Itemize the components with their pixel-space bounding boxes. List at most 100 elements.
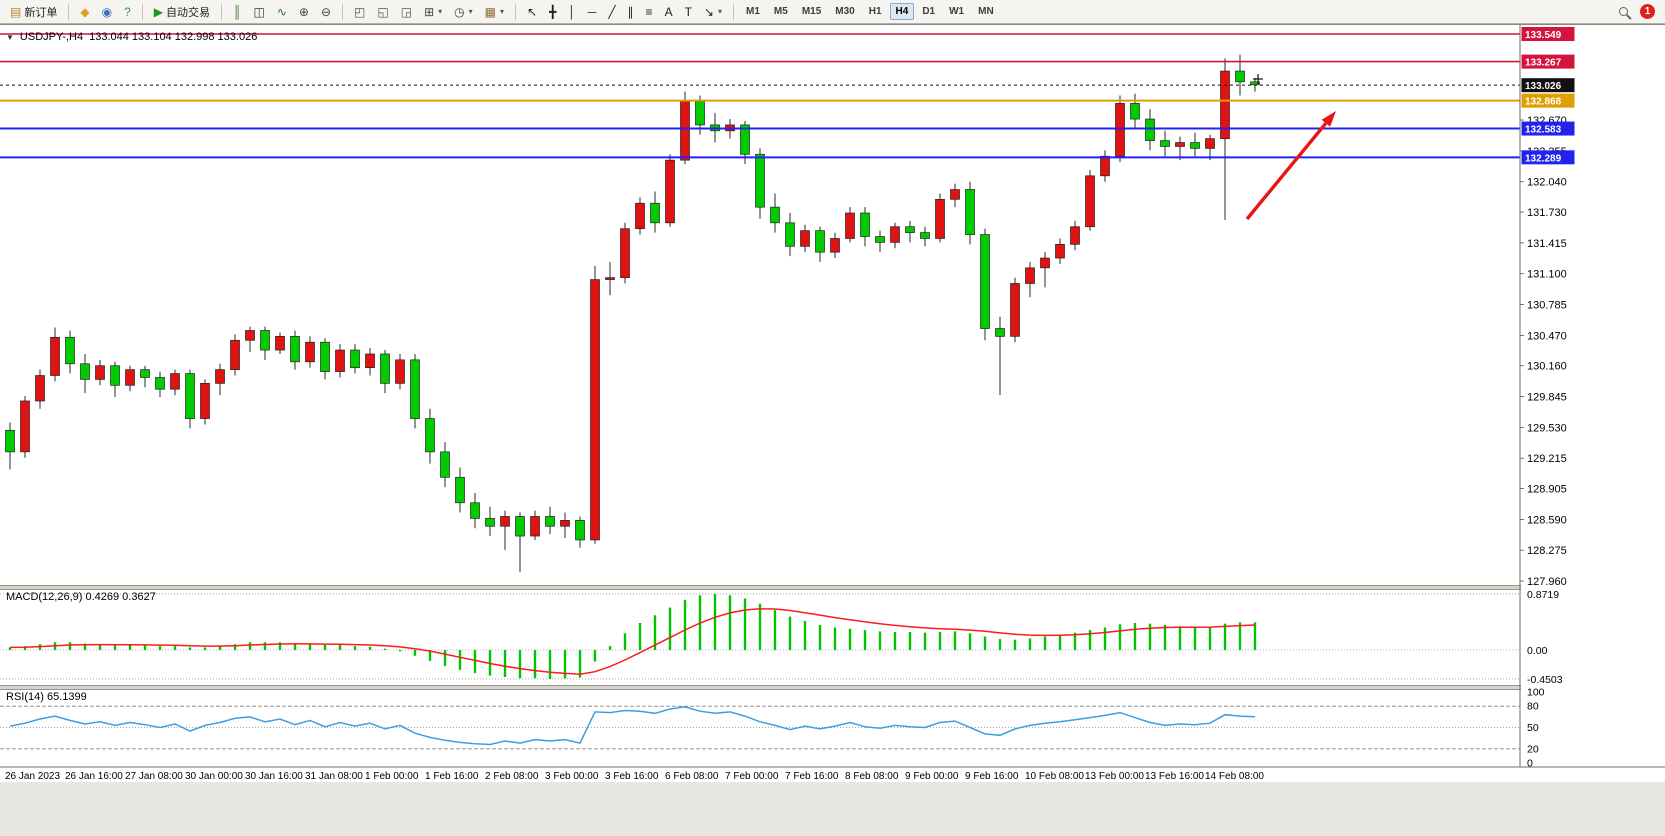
horizontal-line-icon: ─ bbox=[587, 4, 597, 19]
tile-windows-button[interactable]: ◰ bbox=[349, 3, 370, 21]
candle-body bbox=[65, 336, 75, 365]
candle-body bbox=[110, 365, 120, 386]
price-tick-label: 129.215 bbox=[1527, 453, 1567, 465]
bar-chart-button[interactable]: ║ bbox=[228, 3, 247, 21]
candle-body bbox=[425, 418, 435, 453]
autotrading-button[interactable]: ▶ 自动交易 bbox=[149, 1, 215, 23]
search-button[interactable] bbox=[1614, 3, 1632, 21]
price-axis[interactable] bbox=[1521, 25, 1665, 767]
candle-body bbox=[35, 375, 45, 402]
dropdown-caret-icon: ▾ bbox=[438, 7, 443, 16]
time-axis-label: 27 Jan 08:00 bbox=[125, 771, 183, 782]
cursor-button[interactable]: ↖ bbox=[522, 3, 542, 21]
candle-body bbox=[170, 373, 180, 390]
candle-body bbox=[515, 516, 525, 537]
new-chart-button[interactable]: ⊞ ▾ bbox=[419, 3, 447, 21]
chart-header: ▼ USDJPY-,H4 133.044 133.104 132.998 133… bbox=[6, 31, 257, 43]
toolbar-separator bbox=[68, 3, 70, 20]
rsi-axis-label: 0 bbox=[1527, 758, 1533, 770]
price-chart-canvas[interactable]: 132.670132.355132.040131.730131.415131.1… bbox=[0, 25, 1665, 783]
toolbar-separator bbox=[220, 3, 222, 20]
level-price-box bbox=[1521, 54, 1575, 69]
chart-collapse-icon[interactable]: ▼ bbox=[6, 32, 14, 42]
vertical-line-button[interactable]: │ bbox=[563, 3, 581, 21]
macd-signal-line bbox=[9, 608, 1256, 676]
timeframe-h4-button[interactable]: H4 bbox=[889, 3, 915, 20]
zoom-out-icon: ⊖ bbox=[320, 4, 332, 19]
timeframe-h1-label: H1 bbox=[868, 6, 882, 17]
time-axis-label: 26 Jan 16:00 bbox=[65, 771, 123, 782]
cascade-windows-button[interactable]: ◱ bbox=[372, 3, 393, 21]
timeframe-m30-button[interactable]: M30 bbox=[829, 3, 860, 20]
timeframe-m5-label: M5 bbox=[773, 6, 788, 17]
candle-body bbox=[830, 238, 840, 253]
channel-button[interactable]: ∥ bbox=[623, 3, 639, 21]
time-axis-label: 1 Feb 00:00 bbox=[365, 771, 419, 782]
period-clock-button[interactable]: ◷ ▾ bbox=[449, 3, 478, 21]
fibonacci-button[interactable]: ≡ bbox=[641, 3, 658, 21]
dropdown-caret-icon: ▾ bbox=[717, 7, 722, 16]
text-label-icon: T bbox=[684, 4, 692, 19]
time-axis-label: 3 Feb 16:00 bbox=[605, 771, 659, 782]
candle-body bbox=[200, 382, 210, 419]
timeframe-h1-button[interactable]: H1 bbox=[863, 3, 888, 20]
candle-body bbox=[875, 236, 885, 243]
current-price-box bbox=[1521, 78, 1575, 93]
time-axis-label: 13 Feb 16:00 bbox=[1145, 771, 1204, 782]
candle-body bbox=[920, 232, 930, 239]
main-toolbar: ▤ 新订单 ◆ ◉? ▶ 自动交易 ║ ◫ ∿ ⊕ ⊖ ◰ ◱ ◲ ⊞ ▾ ◷ ▾ ▦ ▾ ↖ ╋ │ ─ ╱ ∥ ≡ A T ↘ ▾ M1 M… bbox=[0, 0, 1665, 24]
candle-body bbox=[950, 189, 960, 200]
candle-body bbox=[890, 226, 900, 243]
candlestick-chart-button[interactable]: ◫ bbox=[249, 3, 270, 21]
arrows-tool-button[interactable]: ↘ ▾ bbox=[699, 3, 727, 21]
timeframe-w1-button[interactable]: W1 bbox=[943, 3, 970, 20]
line-chart-button[interactable]: ∿ bbox=[272, 3, 292, 21]
help-button[interactable]: ? bbox=[119, 3, 136, 21]
timeframe-d1-button[interactable]: D1 bbox=[916, 3, 941, 20]
price-tick-label: 130.785 bbox=[1527, 300, 1567, 312]
price-tick-label: 130.470 bbox=[1527, 330, 1567, 342]
trend-arrow-annotation[interactable] bbox=[1245, 122, 1328, 221]
horizontal-line-button[interactable]: ─ bbox=[583, 3, 602, 21]
trendline-button[interactable]: ╱ bbox=[603, 3, 620, 21]
pane-separator[interactable] bbox=[0, 585, 1665, 590]
candle-body bbox=[1055, 243, 1065, 259]
time-axis-label: 7 Feb 16:00 bbox=[785, 771, 839, 782]
rsi-axis-label: 80 bbox=[1527, 701, 1539, 713]
notification-badge[interactable]: 1 bbox=[1640, 4, 1655, 19]
status-bar bbox=[0, 782, 1665, 836]
candle-body bbox=[1010, 283, 1020, 337]
new-order-label: 新订单 bbox=[24, 6, 58, 19]
zoom-in-button[interactable]: ⊕ bbox=[294, 3, 314, 21]
indicators-icon: ▦ bbox=[484, 4, 496, 19]
text-label-button[interactable]: T bbox=[680, 3, 697, 21]
zoom-out-button[interactable]: ⊖ bbox=[316, 3, 336, 21]
crosshair-button[interactable]: ╋ bbox=[544, 3, 561, 21]
autotrading-icon: ▶ bbox=[153, 4, 163, 19]
text-button[interactable]: A bbox=[660, 3, 678, 21]
level-price-text: 133.267 bbox=[1525, 58, 1562, 69]
vertical-line-icon: │ bbox=[568, 4, 576, 19]
new-order-button[interactable]: ▤ 新订单 bbox=[5, 1, 62, 23]
timeframe-m15-button[interactable]: M15 bbox=[796, 3, 827, 20]
candle-body bbox=[740, 124, 750, 155]
level-price-box bbox=[1521, 150, 1575, 165]
candle-body bbox=[650, 202, 660, 224]
timeframe-mn-button[interactable]: MN bbox=[972, 3, 1000, 20]
price-tick-label: 129.530 bbox=[1527, 422, 1567, 434]
pane-separator[interactable] bbox=[0, 685, 1665, 690]
profiles-button[interactable]: ◉ bbox=[97, 3, 117, 21]
timeframe-m1-button[interactable]: M1 bbox=[740, 3, 766, 20]
timeframe-m5-button[interactable]: M5 bbox=[768, 3, 794, 20]
candle-body bbox=[1145, 118, 1155, 141]
macd-axis-label: -0.4503 bbox=[1527, 674, 1563, 686]
timeframe-h4-label: H4 bbox=[895, 6, 909, 17]
candle-body bbox=[1025, 267, 1035, 284]
arrange-windows-button[interactable]: ◲ bbox=[396, 3, 417, 21]
indicators-button[interactable]: ▦ ▾ bbox=[480, 3, 509, 21]
charts-button[interactable]: ◆ bbox=[75, 3, 94, 21]
candle-body bbox=[965, 189, 975, 235]
dropdown-caret-icon: ▾ bbox=[468, 7, 473, 16]
candle-body bbox=[1205, 138, 1215, 149]
candle-body bbox=[80, 363, 90, 380]
